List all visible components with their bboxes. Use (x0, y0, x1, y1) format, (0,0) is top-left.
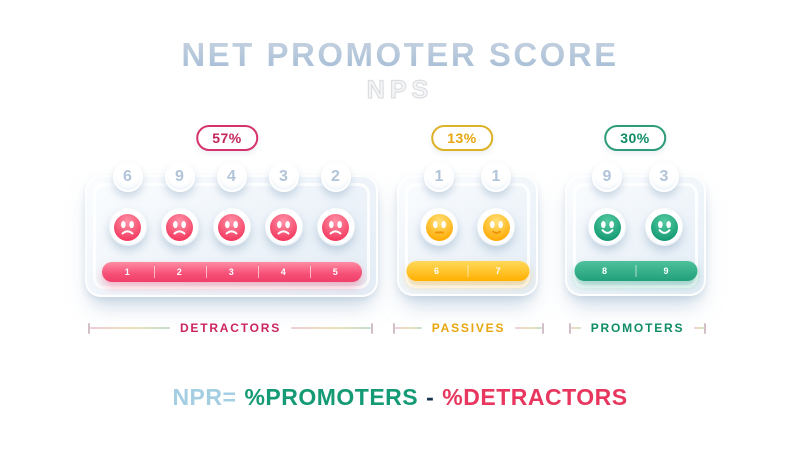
score-circle-row: 9 3 (567, 162, 704, 192)
face-row (87, 208, 376, 246)
score-circle: 6 (112, 162, 143, 192)
sad-face-icon (114, 213, 141, 241)
bracket-promoters: PROMOTERS (569, 321, 707, 335)
score-value: 3 (659, 168, 669, 185)
scale-number: 8 (601, 266, 608, 276)
formula-detractors: %DETRACTORS (442, 384, 628, 410)
scale-segment: 5 (309, 262, 362, 282)
bracket-detractors: DETRACTORS (88, 321, 373, 335)
scale-segment: 7 (467, 261, 530, 281)
page-title: NET PROMOTER SCORE (0, 36, 800, 74)
percent-badge-detractors: 57% (196, 125, 258, 151)
score-value: 9 (175, 168, 184, 185)
sad-face-icon (322, 213, 349, 241)
score-circle: 1 (481, 162, 511, 192)
neutral-face-icon (425, 213, 453, 241)
score-circle: 9 (164, 162, 195, 192)
scale-segment: 6 (406, 261, 468, 281)
scale-number: 1 (124, 267, 131, 277)
sad-face-icon (270, 213, 297, 241)
bracket-line (90, 327, 170, 329)
score-circle: 2 (320, 162, 351, 192)
score-circle-row: 6 9 4 3 2 (87, 162, 376, 192)
face-bezel (212, 208, 251, 246)
bracket-tick (542, 322, 545, 334)
bracket-tick (371, 322, 373, 334)
slight-smile-face-icon (482, 213, 510, 241)
score-value: 4 (227, 168, 236, 185)
nps-formula: NPR= %PROMOTERS - %DETRACTORS (0, 384, 800, 411)
score-circle: 4 (216, 162, 247, 192)
passives-label: PASSIVES (431, 321, 506, 335)
scale-bar-detractors: 1 2 3 4 5 (101, 262, 362, 282)
face-bezel (477, 208, 515, 246)
formula-promoters: %PROMOTERS (244, 384, 419, 410)
scale-segment: 2 (153, 262, 206, 282)
scale-number: 4 (280, 267, 287, 277)
scale-number: 2 (176, 267, 183, 277)
scale-number: 9 (663, 266, 669, 276)
scale-number: 3 (228, 267, 235, 277)
scale-bar-passives: 6 7 (406, 261, 529, 281)
percent-badge-promoters: 30% (604, 125, 666, 151)
face-bezel (420, 208, 458, 246)
scale-segment: 4 (257, 262, 310, 282)
bracket-line (291, 327, 371, 329)
panel-detractors: 6 9 4 3 2 1 2 3 4 5 (85, 162, 378, 297)
score-circle: 1 (424, 162, 454, 192)
score-circle: 9 (592, 162, 622, 192)
face-bezel (588, 208, 626, 246)
score-circle: 3 (268, 162, 299, 192)
bracket-line (694, 327, 705, 329)
detractors-label: DETRACTORS (179, 321, 282, 335)
formula-minus: - (426, 384, 435, 410)
panel-promoters: 9 3 8 9 (565, 162, 706, 296)
sad-face-icon (218, 213, 245, 241)
bracket-tick (88, 322, 90, 334)
scale-segment: 1 (102, 262, 154, 282)
page-subtitle: NPS (366, 75, 434, 104)
percent-badge-passives: 13% (431, 125, 493, 151)
face-row (567, 208, 704, 246)
scale-segment: 9 (635, 261, 698, 281)
score-value: 3 (279, 168, 288, 185)
bracket-tick (393, 322, 395, 334)
bracket-tick (704, 322, 707, 334)
formula-lhs: NPR= (172, 384, 237, 410)
bracket-tick (569, 322, 571, 334)
scale-number: 5 (332, 267, 339, 277)
bracket-passives: PASSIVES (393, 321, 545, 335)
scale-number: 7 (495, 266, 501, 276)
scale-bar-promoters: 8 9 (574, 261, 697, 281)
score-value: 2 (331, 168, 340, 185)
sad-face-icon (166, 213, 193, 241)
smile-face-icon (593, 213, 621, 241)
face-bezel (160, 208, 199, 246)
promoters-label: PROMOTERS (590, 321, 685, 335)
face-bezel (264, 208, 303, 246)
face-bezel (645, 208, 683, 246)
score-value: 6 (123, 168, 132, 185)
score-circle-row: 1 1 (399, 162, 536, 192)
score-circle: 3 (649, 162, 679, 192)
bracket-line (571, 327, 581, 329)
panel-passives: 1 1 6 7 (397, 162, 538, 296)
scale-segment: 8 (574, 261, 636, 281)
scale-number: 6 (433, 266, 440, 276)
smile-face-icon (650, 213, 678, 241)
face-bezel (316, 208, 355, 246)
score-value: 1 (491, 168, 501, 185)
scale-segment: 3 (205, 262, 258, 282)
score-value: 9 (602, 168, 612, 185)
face-bezel (108, 208, 147, 246)
bracket-line (395, 327, 422, 329)
score-value: 1 (434, 168, 444, 185)
bracket-line (515, 327, 543, 329)
face-row (399, 208, 536, 246)
